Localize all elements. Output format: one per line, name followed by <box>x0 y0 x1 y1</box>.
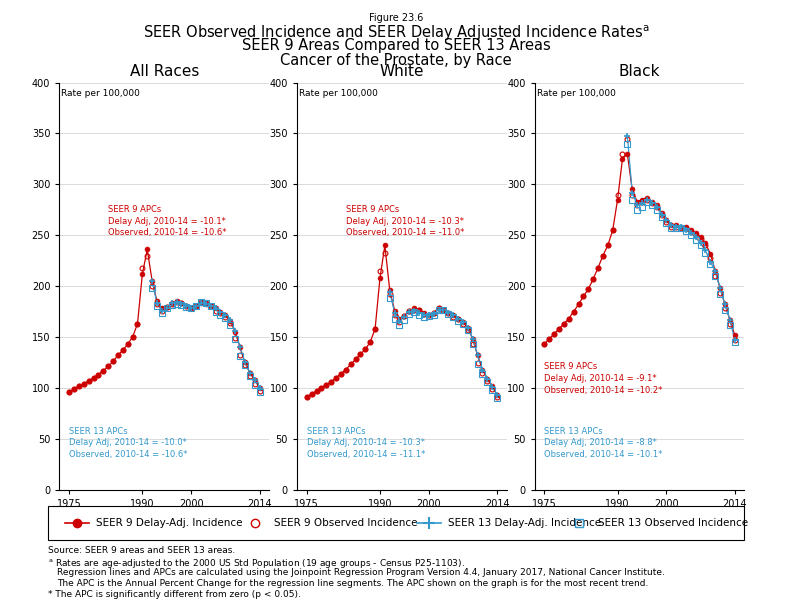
Text: Regression lines and APCs are calculated using the Joinpoint Regression Program : Regression lines and APCs are calculated… <box>57 568 665 577</box>
Text: SEER 13 APCs
Delay Adj, 2010-14 = -10.0*
Observed, 2010-14 = -10.6*: SEER 13 APCs Delay Adj, 2010-14 = -10.0*… <box>69 427 188 459</box>
Text: SEER 9 Areas Compared to SEER 13 Areas: SEER 9 Areas Compared to SEER 13 Areas <box>242 38 550 53</box>
FancyBboxPatch shape <box>48 506 744 540</box>
Title: White: White <box>379 64 425 79</box>
Text: $^{\rm a}$ Rates are age-adjusted to the 2000 US Std Population (19 age groups -: $^{\rm a}$ Rates are age-adjusted to the… <box>48 557 464 570</box>
Title: Black: Black <box>619 64 661 79</box>
Text: Rate per 100,000: Rate per 100,000 <box>62 89 140 98</box>
X-axis label: Year of Diagnosis: Year of Diagnosis <box>592 514 687 524</box>
Text: SEER 9 APCs
Delay Adj, 2010-14 = -9.1*
Observed, 2010-14 = -10.2*: SEER 9 APCs Delay Adj, 2010-14 = -9.1* O… <box>544 362 663 395</box>
Text: SEER 9 APCs
Delay Adj, 2010-14 = -10.1*
Observed, 2010-14 = -10.6*: SEER 9 APCs Delay Adj, 2010-14 = -10.1* … <box>109 204 227 237</box>
Text: SEER 13 APCs
Delay Adj, 2010-14 = -10.3*
Observed, 2010-14 = -11.1*: SEER 13 APCs Delay Adj, 2010-14 = -10.3*… <box>307 427 425 459</box>
Title: All Races: All Races <box>130 64 199 79</box>
Text: SEER 9 Observed Incidence: SEER 9 Observed Incidence <box>274 518 417 528</box>
Text: Figure 23.6: Figure 23.6 <box>369 13 423 23</box>
Text: Cancer of the Prostate, by Race: Cancer of the Prostate, by Race <box>280 53 512 68</box>
Text: The APC is the Annual Percent Change for the regression line segments. The APC s: The APC is the Annual Percent Change for… <box>57 579 649 588</box>
Text: SEER 9 APCs
Delay Adj, 2010-14 = -10.3*
Observed, 2010-14 = -11.0*: SEER 9 APCs Delay Adj, 2010-14 = -10.3* … <box>346 204 464 237</box>
Text: SEER Observed Incidence and SEER Delay Adjusted Incidence Rates$^{\rm a}$: SEER Observed Incidence and SEER Delay A… <box>143 23 649 43</box>
Text: SEER 13 Delay-Adj. Incidence: SEER 13 Delay-Adj. Incidence <box>448 518 601 528</box>
Text: SEER 13 APCs
Delay Adj, 2010-14 = -8.8*
Observed, 2010-14 = -10.1*: SEER 13 APCs Delay Adj, 2010-14 = -8.8* … <box>544 427 663 459</box>
X-axis label: Year of Diagnosis: Year of Diagnosis <box>354 514 450 524</box>
Text: Source: SEER 9 areas and SEER 13 areas.: Source: SEER 9 areas and SEER 13 areas. <box>48 546 234 555</box>
Text: * The APC is significantly different from zero (p < 0.05).: * The APC is significantly different fro… <box>48 590 300 599</box>
Text: SEER 9 Delay-Adj. Incidence: SEER 9 Delay-Adj. Incidence <box>97 518 243 528</box>
Text: Rate per 100,000: Rate per 100,000 <box>537 89 615 98</box>
X-axis label: Year of Diagnosis: Year of Diagnosis <box>116 514 212 524</box>
Text: Rate per 100,000: Rate per 100,000 <box>299 89 378 98</box>
Text: SEER 13 Observed Incidence: SEER 13 Observed Incidence <box>598 518 748 528</box>
